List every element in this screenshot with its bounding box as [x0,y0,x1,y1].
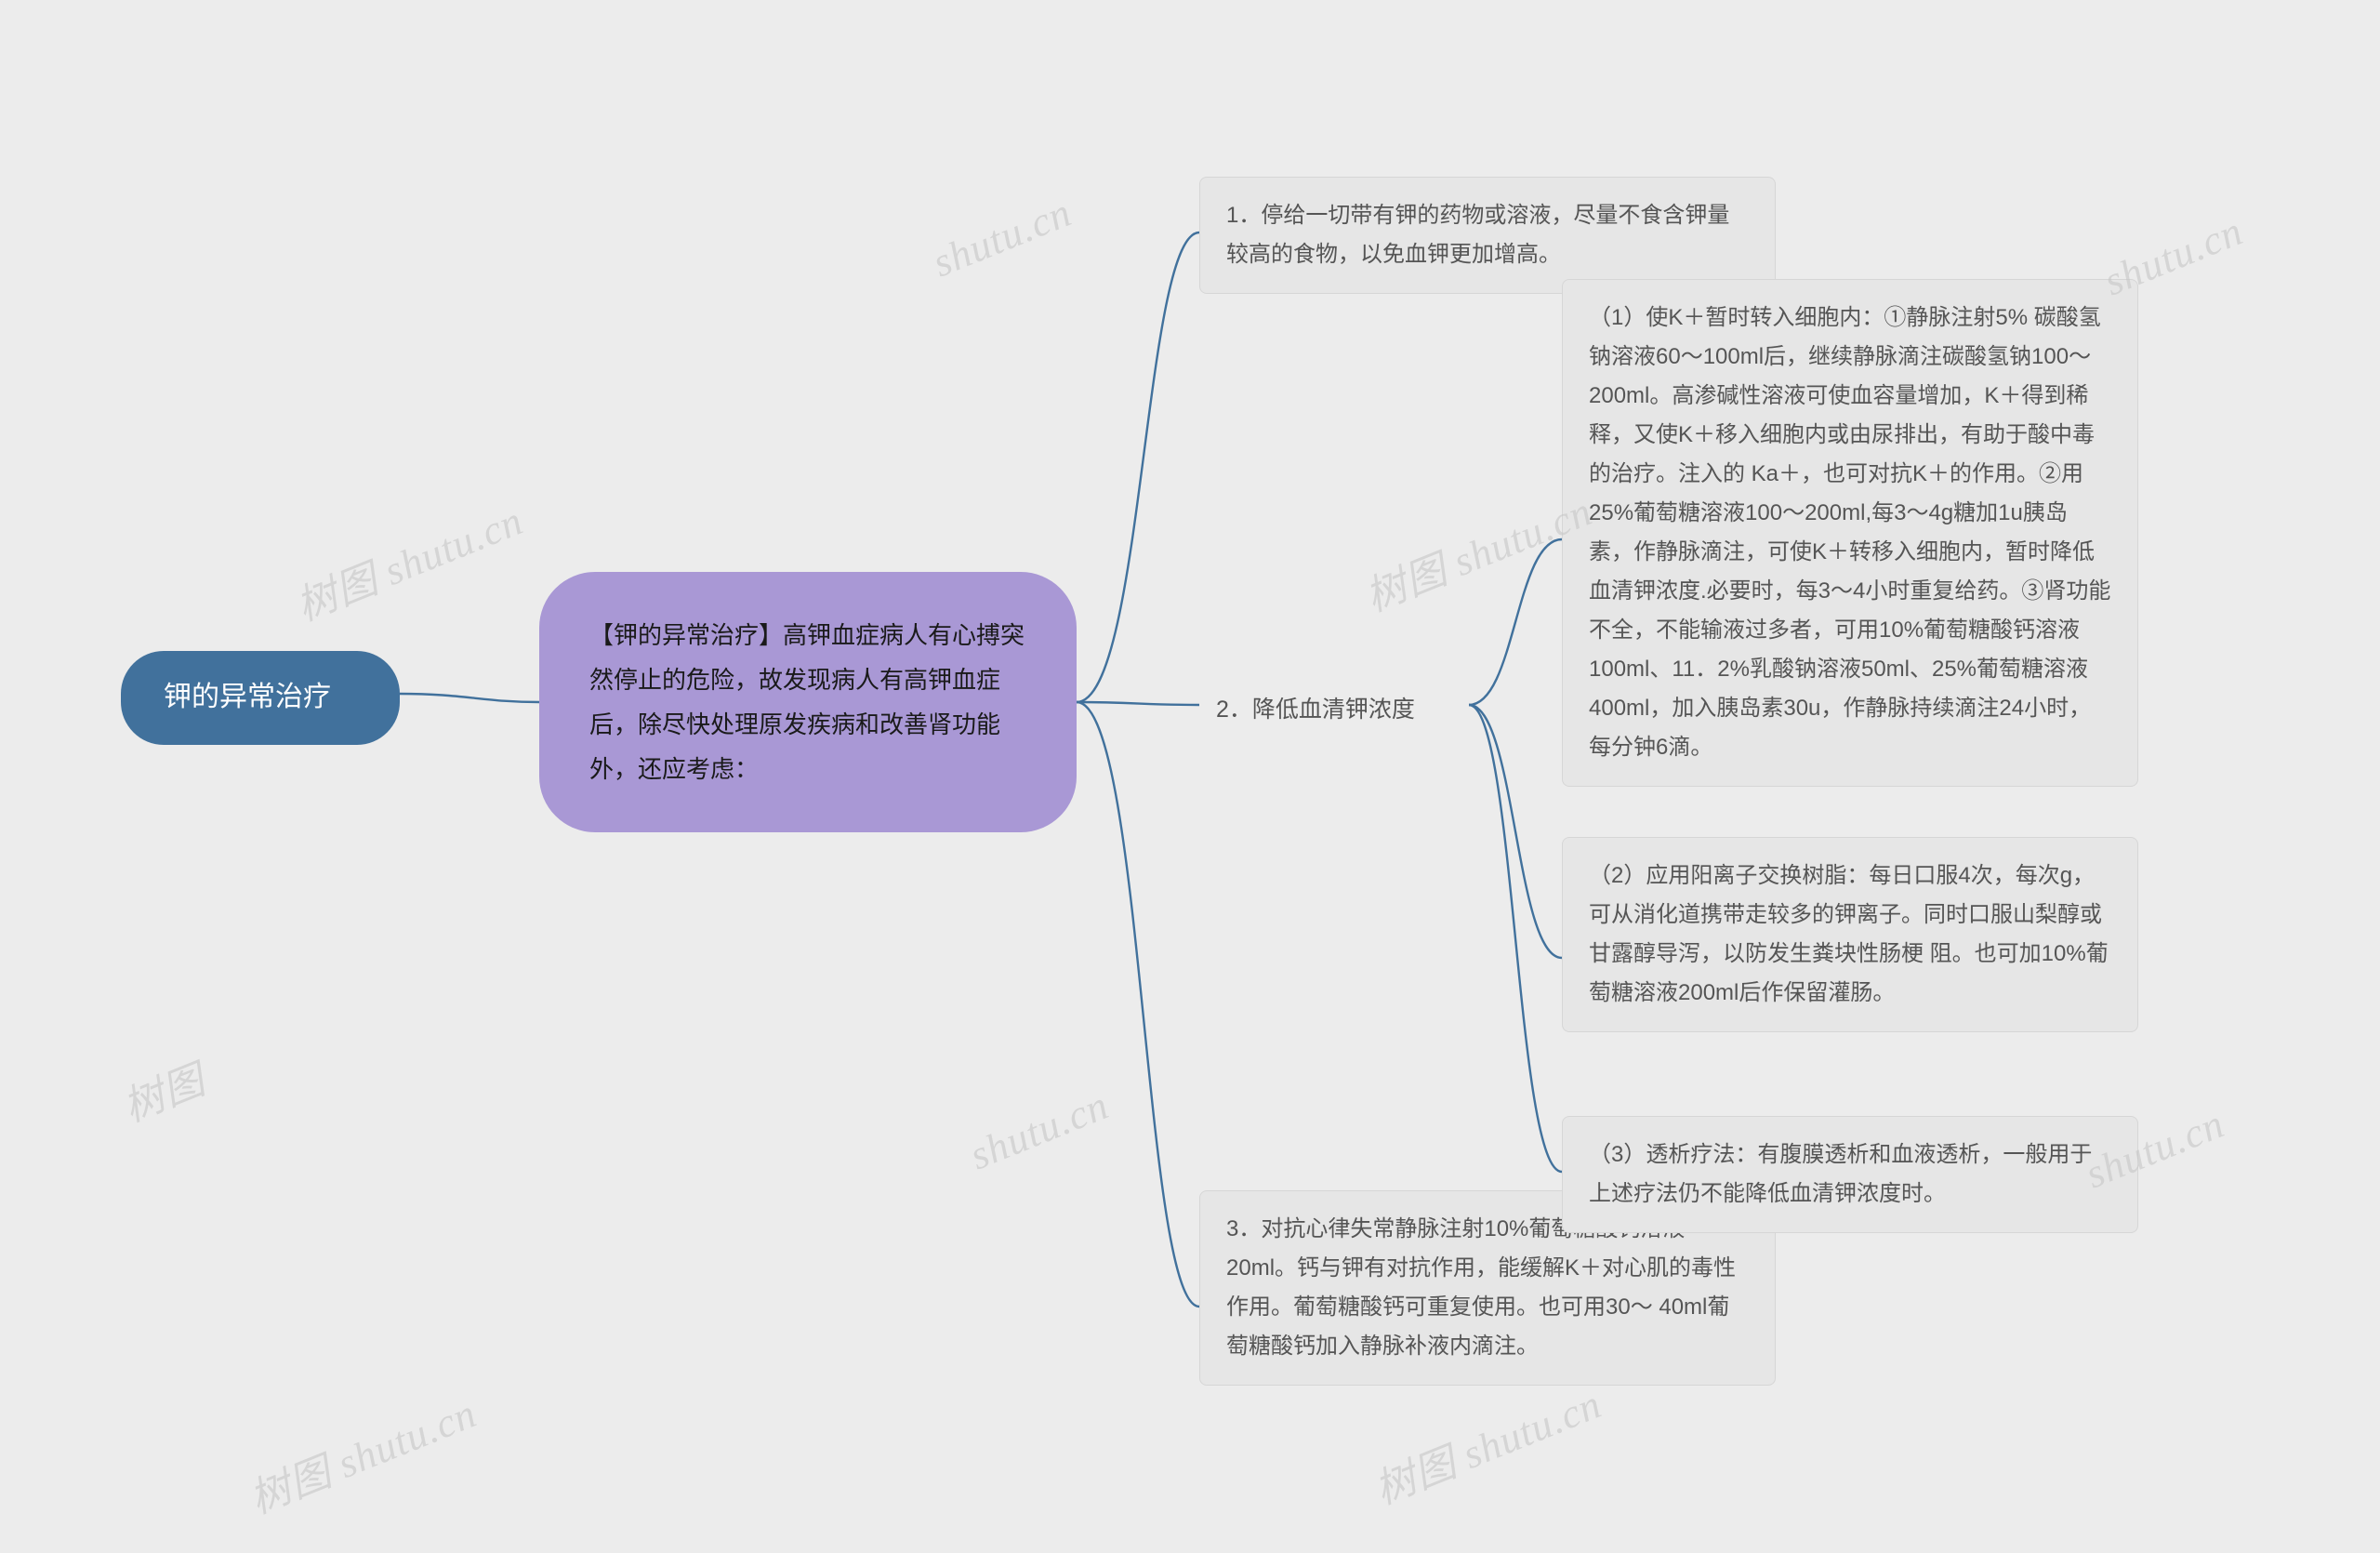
watermark: 树图 shutu.cn [285,487,530,632]
branch-2-child-1-label: （1）使K＋暂时转入细胞内：①静脉注射5% 碳酸氢钠溶液60～100ml后，继续… [1589,305,2110,760]
root-node[interactable]: 钾的异常治疗 [121,651,400,745]
branch-2-child-3-label: （3）透析疗法：有腹膜透析和血液透析，一般用于上述疗法仍不能降低血清钾浓度时。 [1589,1142,2092,1206]
level2-node[interactable]: 【钾的异常治疗】高钾血症病人有心搏突然停止的危险，故发现病人有高钾血症后，除尽快… [539,572,1077,832]
branch-1-label: 1．停给一切带有钾的药物或溶液，尽量不食含钾量较高的食物，以免血钾更加增高。 [1226,203,1729,267]
branch-1[interactable]: 1．停给一切带有钾的药物或溶液，尽量不食含钾量较高的食物，以免血钾更加增高。 [1199,177,1776,294]
branch-2-child-2-label: （2）应用阳离子交换树脂：每日口服4次，每次g，可从消化道携带走较多的钾离子。同… [1589,863,2109,1005]
branch-2-label: 2．降低血清钾浓度 [1216,697,1415,723]
watermark: 树图 [112,1046,212,1133]
root-label: 钾的异常治疗 [164,682,331,712]
branch-2-child-1[interactable]: （1）使K＋暂时转入细胞内：①静脉注射5% 碳酸氢钠溶液60～100ml后，继续… [1562,279,2138,787]
branch-3-label: 3．对抗心律失常静脉注射10%葡萄糖酸钙溶液20ml。钙与钾有对抗作用，能缓解K… [1226,1216,1736,1359]
branch-2-child-3[interactable]: （3）透析疗法：有腹膜透析和血液透析，一般用于上述疗法仍不能降低血清钾浓度时。 [1562,1116,2138,1233]
watermark: 树图 shutu.cn [239,1380,483,1525]
level2-label: 【钾的异常治疗】高钾血症病人有心搏突然停止的危险，故发现病人有高钾血症后，除尽快… [589,621,1025,783]
branch-2-child-2[interactable]: （2）应用阳离子交换树脂：每日口服4次，每次g，可从消化道携带走较多的钾离子。同… [1562,837,2138,1032]
branch-2[interactable]: 2．降低血清钾浓度 [1199,679,1488,742]
watermark: shutu.cn [926,189,1078,287]
watermark: 树图 shutu.cn [1364,1371,1608,1516]
watermark: shutu.cn [963,1082,1116,1180]
